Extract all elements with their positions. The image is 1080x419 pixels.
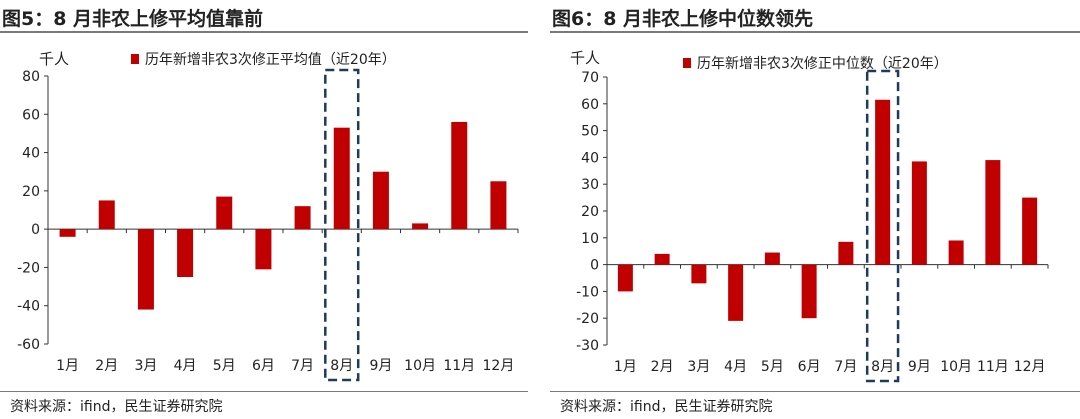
x-tick-label: 7月 (834, 359, 857, 375)
chart-title: 图6：8 月非农上修中位数领先 (552, 8, 814, 30)
bar (412, 223, 429, 230)
y-tick-label: 70 (581, 70, 599, 86)
bar (98, 200, 115, 230)
x-tick-label: 4月 (724, 359, 747, 375)
y-tick-label: 60 (581, 97, 599, 113)
highlight-box (865, 69, 900, 383)
bar (451, 121, 468, 230)
chart-panel-left: 图5：8 月非农上修平均值靠前 千人 历年新增非农3次修正平均值（近20年） -60… (0, 0, 528, 419)
highlight-box (324, 68, 360, 382)
y-tick-label: -20 (576, 311, 599, 327)
x-tick-label: 5月 (761, 359, 784, 375)
x-tick-label: 12月 (1014, 359, 1046, 375)
x-tick-label: 1月 (56, 358, 79, 374)
bar (985, 160, 1001, 265)
bar (216, 196, 233, 230)
y-tick-label: 60 (22, 107, 40, 123)
x-tick-label: 7月 (291, 358, 314, 374)
bar (728, 264, 744, 321)
bar (1022, 197, 1038, 265)
y-tick-label: 30 (581, 177, 599, 193)
bar-chart: 千人 历年新增非农3次修正中位数（近20年） -30 -20 -10 0 10 20 30 40 5… (570, 49, 1049, 383)
x-tick-label: 6月 (798, 359, 821, 375)
x-tick-label: 3月 (687, 359, 710, 375)
x-tick-label: 4月 (174, 358, 197, 374)
y-tick-label: -60 (17, 337, 40, 353)
y-tick-label: -30 (576, 338, 599, 354)
x-tick-label: 11月 (443, 358, 475, 374)
y-tick-label: 40 (581, 150, 599, 166)
x-tick-label: 8月 (330, 358, 353, 374)
bar (801, 264, 817, 319)
y-tick-label: 80 (22, 69, 40, 85)
chart-panel-right: 图6：8 月非农上修中位数领先 千人 历年新增非农3次修正中位数（近20年） -30… (550, 0, 1080, 419)
bar-chart: 千人 历年新增非农3次修正平均值（近20年） -60 -40 -20 0 20 40 60 80 1… (17, 50, 519, 382)
title-divider (550, 31, 1080, 33)
bar (654, 253, 670, 265)
x-tick-label: 10月 (404, 358, 436, 374)
y-tick-label: 40 (22, 146, 40, 162)
x-tick-label: 11月 (977, 359, 1009, 375)
bar (764, 252, 780, 265)
y-tick-label: 10 (581, 231, 599, 247)
x-tick-label: 3月 (134, 358, 157, 374)
chart-title: 图5：8 月非农上修平均值靠前 (2, 8, 264, 30)
bar (177, 229, 194, 277)
source-note: 资料来源：ifind，民生证券研究院 (560, 399, 773, 415)
y-tick-label: -40 (17, 299, 40, 315)
bar (617, 264, 633, 292)
x-tick-label: 8月 (871, 359, 894, 375)
x-tick-label: 2月 (95, 358, 118, 374)
source-note: 资料来源：ifind，民生证券研究院 (10, 399, 223, 415)
y-tick-label: 0 (590, 258, 599, 274)
bar (838, 241, 854, 265)
y-tick-label: -10 (576, 284, 599, 300)
y-tick-label: 0 (31, 222, 40, 238)
title-divider (0, 31, 528, 33)
x-tick-label: 6月 (252, 358, 275, 374)
x-tick-label: 9月 (369, 358, 392, 374)
bar (59, 229, 76, 237)
legend-label: 历年新增非农3次修正中位数（近20年） (697, 56, 948, 72)
bar (948, 240, 964, 265)
x-tick-label: 12月 (483, 358, 515, 374)
source-divider (550, 391, 1080, 392)
bar (255, 229, 272, 270)
legend-label: 历年新增非农3次修正平均值（近20年） (145, 52, 396, 68)
x-tick-label: 1月 (614, 359, 637, 375)
x-tick-label: 10月 (940, 359, 972, 375)
y-tick-label: -20 (17, 260, 40, 276)
bar (875, 99, 891, 265)
y-axis-unit-label: 千人 (39, 50, 69, 68)
y-tick-label: 50 (581, 124, 599, 140)
x-tick-label: 5月 (213, 358, 236, 374)
source-divider (0, 391, 528, 392)
bar (333, 127, 350, 230)
legend-swatch (683, 58, 691, 68)
y-axis-unit-label: 千人 (570, 49, 600, 67)
y-tick-label: 20 (581, 204, 599, 220)
bar (294, 206, 311, 230)
bar (372, 171, 389, 230)
bar (137, 229, 154, 310)
x-tick-label: 2月 (651, 359, 674, 375)
x-tick-label: 9月 (908, 359, 931, 375)
legend-swatch (131, 54, 139, 64)
bar (490, 181, 507, 230)
bar (911, 161, 927, 265)
bar (691, 264, 707, 284)
y-tick-label: 20 (22, 184, 40, 200)
